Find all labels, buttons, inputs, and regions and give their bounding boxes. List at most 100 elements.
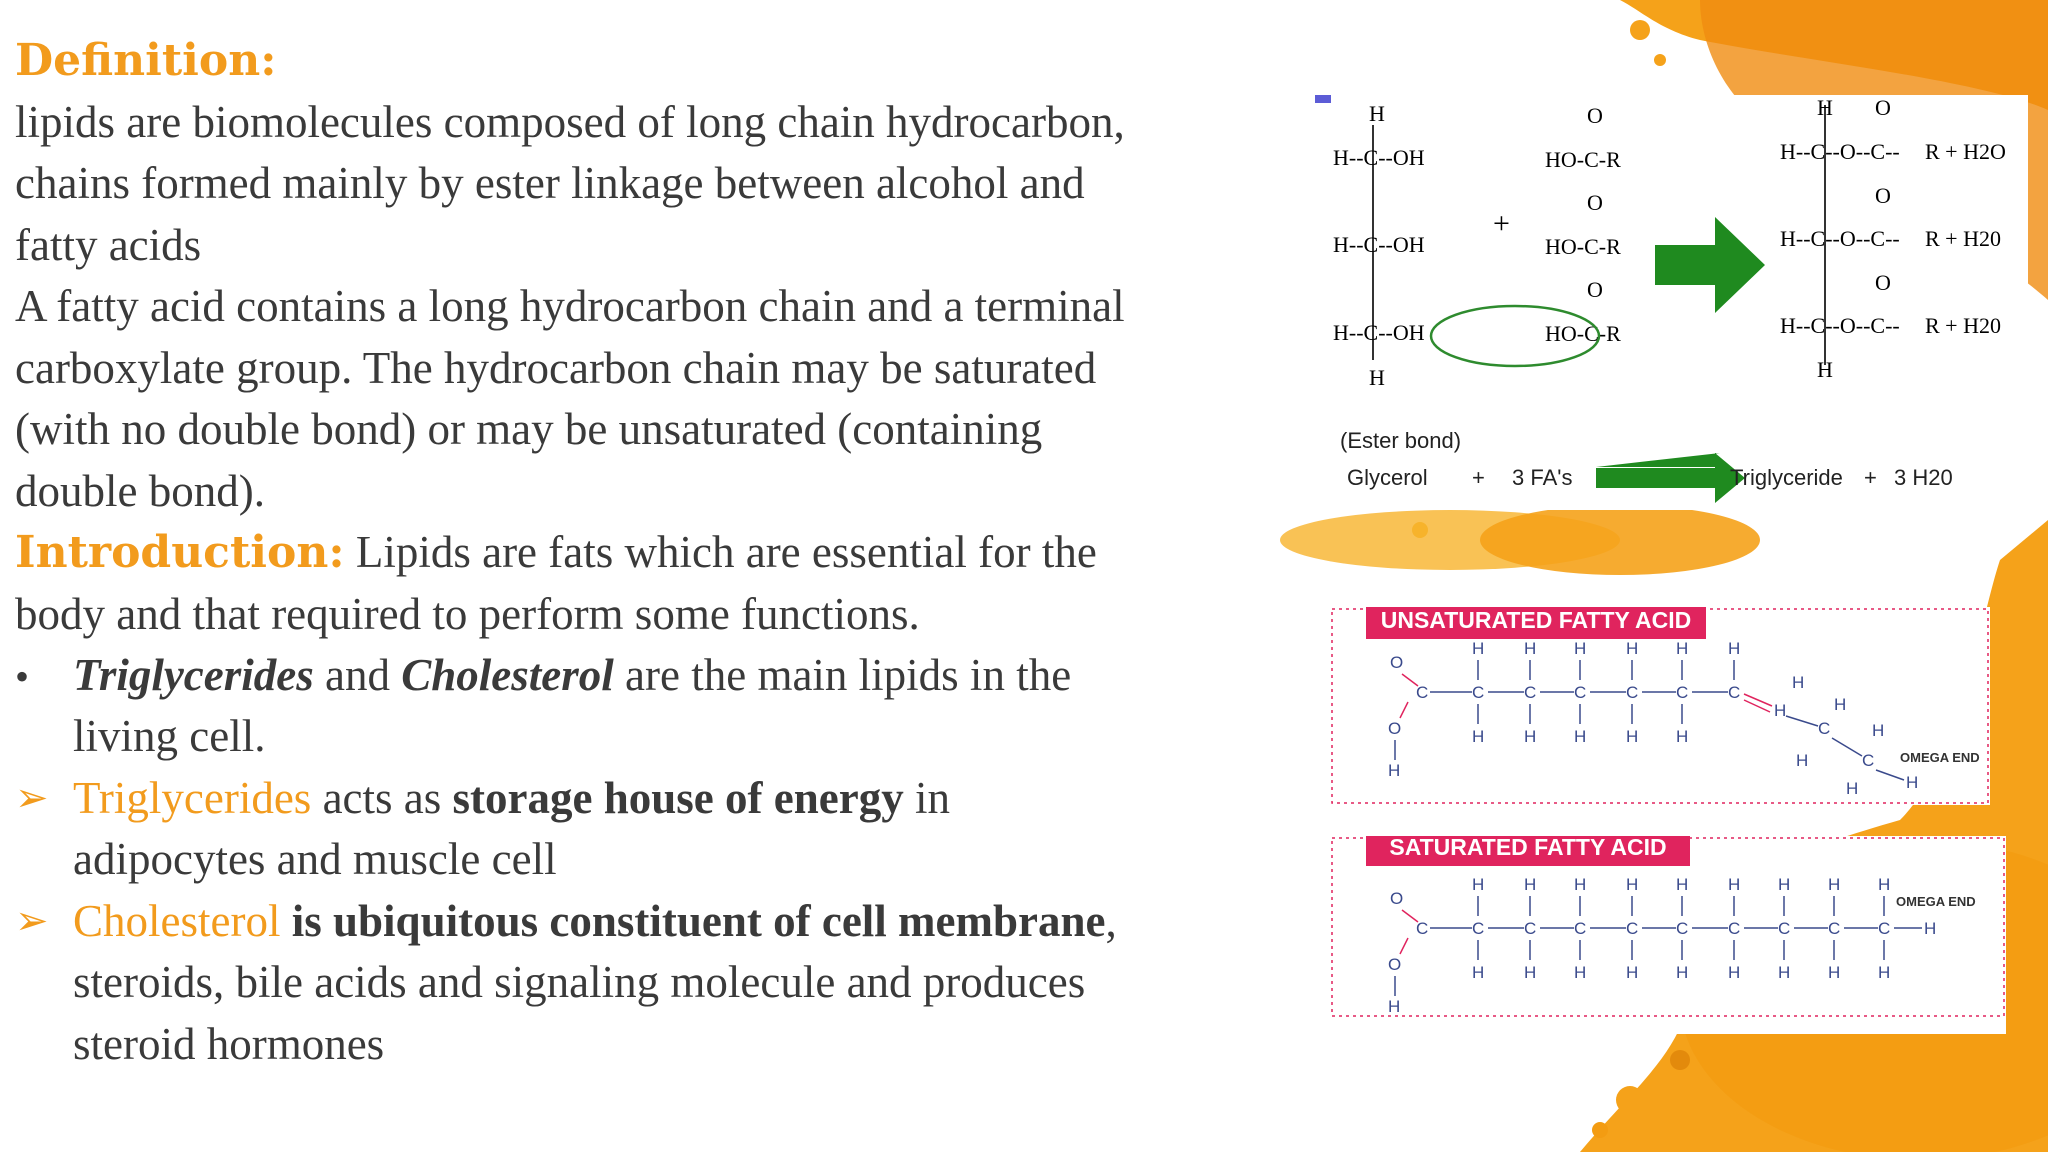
- carbon-atom: C: [1574, 919, 1586, 938]
- carbon-atom: C: [1728, 683, 1740, 702]
- product-bottom-h: H: [1817, 357, 1833, 382]
- acid-2: HO-C-R: [1545, 234, 1621, 259]
- bullet-3-joiner: [280, 896, 291, 946]
- carbon-atom: C: [1878, 919, 1890, 938]
- definition-heading: Definition:: [15, 35, 277, 86]
- hydrogen-atom: H: [1828, 963, 1840, 982]
- bullet-1-joiner: and: [313, 650, 402, 700]
- hydrogen-atom: H: [1728, 875, 1740, 894]
- oxygen-atom: O: [1388, 719, 1401, 738]
- unsaturated-title-bg: [1366, 603, 1706, 639]
- hydrogen-atom: H: [1524, 963, 1536, 982]
- carbon-atom: C: [1626, 919, 1638, 938]
- hydrogen-atom: H: [1676, 639, 1688, 658]
- definition-line-3: fatty acids: [15, 220, 202, 270]
- glycerol-top-h: H: [1369, 101, 1385, 126]
- hydrogen-atom: H: [1872, 721, 1884, 740]
- hydrogen-atom: H: [1878, 875, 1890, 894]
- hydrogen-atom: H: [1676, 963, 1688, 982]
- introduction-line-1: Introduction: Lipids are fats which are …: [15, 522, 1097, 584]
- product-right-3: R + H20: [1925, 313, 2001, 338]
- hydrogen-atom: H: [1472, 963, 1484, 982]
- carbon-atom: C: [1472, 919, 1484, 938]
- carbon-atom: C: [1828, 919, 1840, 938]
- product-o-3: O: [1875, 270, 1891, 295]
- product-row-3: H--C--O--C--: [1780, 313, 1900, 338]
- bullet-3-line-2: steroids, bile acids and signaling molec…: [73, 957, 1086, 1007]
- bullet-dot: •: [15, 654, 30, 699]
- carbon-atom: C: [1818, 719, 1830, 738]
- glycerol-row-1: H--C--OH: [1333, 145, 1425, 170]
- acid-1: HO-C-R: [1545, 147, 1621, 172]
- ester-reaction-diagram: H H--C--OH H--C--OH H--C--OH H + O HO-C-…: [1315, 95, 2006, 503]
- reaction-arrow-icon: [1655, 217, 1765, 313]
- hydrogen-atom: H: [1778, 963, 1790, 982]
- glycerol-bottom-h: H: [1369, 365, 1385, 390]
- carbon-atom: C: [1524, 683, 1536, 702]
- acid-3: HO-C-R: [1545, 321, 1621, 346]
- oxygen-atom: O: [1390, 653, 1403, 672]
- saturated-title-bg: [1366, 830, 1690, 866]
- bullet-3-line-1: Cholesterol is ubiquitous constituent of…: [73, 891, 1117, 953]
- hydrogen-atom: H: [1626, 963, 1638, 982]
- bullet-2-emphasis: storage house of energy: [452, 773, 904, 823]
- hydrogen-atom: H: [1906, 773, 1918, 792]
- bullet-3-line-3: steroid hormones: [73, 1019, 385, 1069]
- unsaturated-title: UNSATURATED FATTY ACID: [1381, 607, 1692, 633]
- omega-end-label: OMEGA END: [1896, 894, 1976, 909]
- hydrogen-atom: H: [1626, 639, 1638, 658]
- hydrogen-atom: H: [1574, 875, 1586, 894]
- ester-bond-circle: [1429, 304, 1601, 368]
- summary-plus-2: +: [1864, 465, 1877, 490]
- hydrogen-atom: H: [1728, 639, 1740, 658]
- hydrogen-atom: H: [1792, 673, 1804, 692]
- arrow-bullet-2-icon: ➢: [15, 898, 49, 943]
- carbon-atom: C: [1728, 919, 1740, 938]
- bullet-1-line-1: Triglycerides and Cholesterol are the ma…: [73, 645, 1071, 707]
- reaction-plus: +: [1493, 207, 1510, 240]
- hydrogen-atom: H: [1728, 963, 1740, 982]
- carbon-atom: C: [1416, 683, 1428, 702]
- hydrogen-atom: H: [1924, 919, 1936, 938]
- hydrogen-atom: H: [1626, 727, 1638, 746]
- glycerol-row-2: H--C--OH: [1333, 232, 1425, 257]
- bullet-3-rest: ,: [1105, 896, 1117, 946]
- ester-bond-label: (Ester bond): [1340, 428, 1461, 453]
- definition-line-7: double bond).: [15, 466, 265, 516]
- hydrogen-atom: H: [1846, 779, 1858, 798]
- hydrogen-atom: H: [1828, 875, 1840, 894]
- carbon-atom: C: [1778, 919, 1790, 938]
- summary-glycerol: Glycerol: [1347, 465, 1428, 490]
- bullet-1-term-1: Triglycerides: [73, 650, 314, 700]
- hydrogen-atom: H: [1472, 639, 1484, 658]
- bullet-1-line-2: living cell.: [73, 711, 266, 761]
- product-o-2: O: [1875, 183, 1891, 208]
- summary-fatty-acids: 3 FA's: [1512, 465, 1572, 490]
- summary-plus-1: +: [1472, 465, 1485, 490]
- saturated-title: SATURATED FATTY ACID: [1389, 836, 1666, 860]
- hydrogen-atom: H: [1574, 963, 1586, 982]
- unsaturated-fatty-acid-diagram: UNSATURATED FATTY ACID OCOHCHHCHHCHHCHHC…: [1331, 603, 1989, 804]
- hydrogen-atom: H: [1472, 727, 1484, 746]
- hydrogen-atom: H: [1676, 727, 1688, 746]
- introduction-heading: Introduction:: [15, 527, 345, 578]
- definition-line-1: lipids are biomolecules composed of long…: [15, 97, 1125, 147]
- carbon-atom: C: [1862, 751, 1874, 770]
- hydrogen-atom: H: [1472, 875, 1484, 894]
- summary-triglyceride: Triglyceride: [1730, 465, 1843, 490]
- saturated-fatty-acid-diagram: SATURATED FATTY ACID OCOHCHHCHHCHHCHHCHH…: [1331, 830, 2005, 1017]
- carbon-atom: C: [1524, 919, 1536, 938]
- acid-1-o: O: [1587, 103, 1603, 128]
- bullet-3-term: Cholesterol: [73, 896, 281, 946]
- hydrogen-atom: H: [1834, 695, 1846, 714]
- glycerol-row-3: H--C--OH: [1333, 320, 1425, 345]
- oxygen-atom: O: [1388, 955, 1401, 974]
- product-right-1: R + H2O: [1925, 139, 2006, 164]
- bullet-1-term-2: Cholesterol: [401, 650, 614, 700]
- carbon-atom: C: [1416, 919, 1428, 938]
- bullet-2-rest: in: [903, 773, 950, 823]
